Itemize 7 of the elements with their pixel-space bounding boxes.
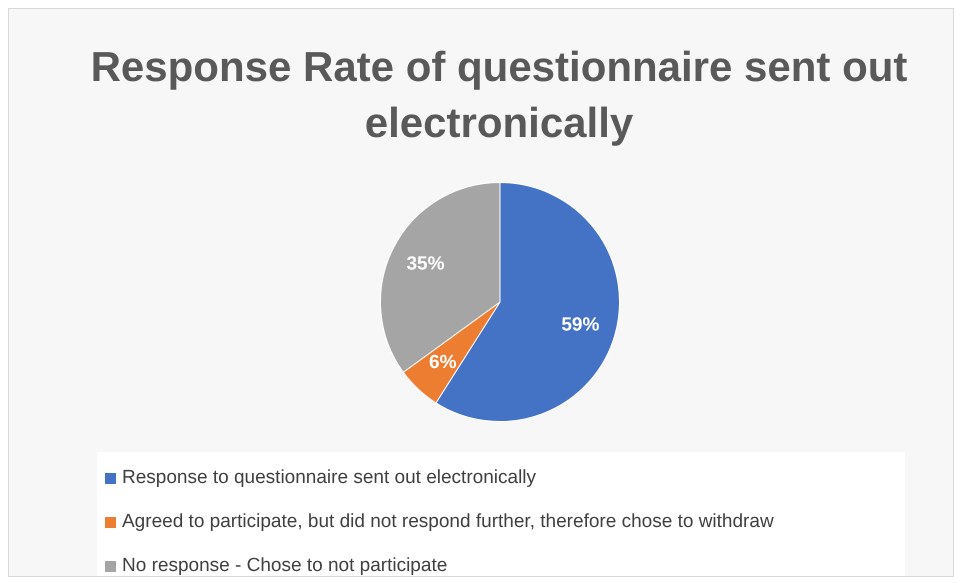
chart-title: Response Rate of questionnaire sent out electronically	[90, 42, 908, 148]
legend-label: Agreed to participate, but did not respond further, therefore chose to withdraw	[122, 511, 774, 533]
data-label: 6%	[429, 352, 457, 374]
data-label: 59%	[561, 314, 600, 336]
legend-label: Response to questionnaire sent out electronically	[122, 467, 536, 489]
data-label: 35%	[406, 253, 445, 274]
legend-label: No response - Chose to not participate	[122, 555, 448, 577]
